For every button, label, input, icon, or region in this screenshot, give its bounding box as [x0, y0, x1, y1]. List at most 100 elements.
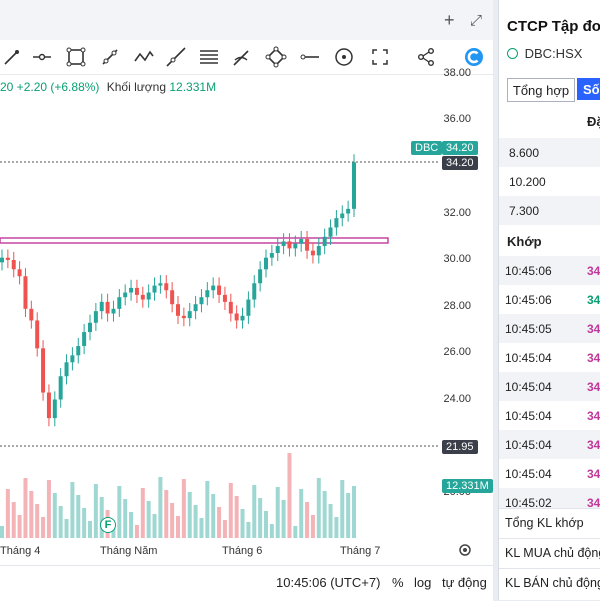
trade-price: 34 [587, 438, 600, 452]
candle-body [35, 320, 40, 349]
legend-bar: 20 +2.20 (+6.88%) Khối lượng 12.331M [0, 80, 216, 94]
trade-row: 10:45:04 34 [499, 459, 600, 488]
path-icon[interactable] [130, 43, 158, 71]
trend-line-icon[interactable] [0, 43, 28, 71]
candle-body [346, 208, 351, 214]
volume-bar [88, 521, 92, 538]
candle-body [193, 304, 198, 312]
candle-body [287, 241, 292, 249]
candle-body [99, 301, 104, 312]
chart-panel[interactable]: + ⤢ [0, 0, 493, 601]
extended-line-icon[interactable] [162, 43, 190, 71]
low-line-badge: 21.95 [442, 440, 478, 454]
candle-body [275, 246, 280, 254]
volume-bar [193, 505, 198, 538]
volume-bar [123, 499, 128, 538]
y-tick: 36.00 [443, 113, 471, 125]
fullscreen-icon[interactable] [366, 43, 394, 71]
horizontal-line-icon[interactable] [296, 43, 324, 71]
settings-gear-icon[interactable] [458, 543, 472, 562]
candle-body [305, 239, 310, 251]
candle-body [146, 292, 151, 300]
trade-time: 10:45:06 [505, 264, 552, 278]
volume-bar [258, 498, 263, 538]
volume-bar [334, 517, 339, 538]
candle-body [199, 297, 204, 305]
volume-bar [140, 488, 145, 538]
candle-body [46, 392, 51, 419]
volume-bar [293, 526, 298, 538]
symbol-badge: DBC [411, 141, 443, 155]
y-tick: 26.00 [443, 346, 471, 358]
x-tick: Tháng Năm [100, 545, 158, 557]
volume-bar [158, 477, 163, 538]
trade-time: 10:45:04 [505, 380, 552, 394]
volume-bar [170, 503, 175, 538]
volume-bar [352, 486, 356, 538]
volume-bar [199, 518, 204, 538]
trade-row: 10:45:06 34 [499, 285, 600, 314]
volume-bar [134, 525, 139, 538]
exchange-icon [507, 48, 518, 59]
trade-price: 34 [587, 293, 600, 307]
percent-toggle[interactable]: % [392, 575, 404, 590]
volume-bar [5, 489, 10, 538]
tab-numbers[interactable]: Số [577, 78, 600, 100]
log-toggle[interactable]: log [414, 575, 432, 590]
tab-summary[interactable]: Tổng hợp [507, 78, 575, 102]
rectangle-icon[interactable] [62, 43, 90, 71]
candle-body [322, 236, 327, 247]
candle-body [41, 348, 46, 393]
volume-bar [264, 511, 268, 538]
trade-time: 10:45:04 [505, 438, 552, 452]
volume-bar [58, 506, 63, 538]
drawing-toolbar [0, 40, 493, 75]
trade-row: 10:45:04 34 [499, 372, 600, 401]
expand-icon[interactable]: ⤢ [470, 12, 483, 29]
trade-row: 10:45:06 34 [499, 256, 600, 285]
horizontal-ray-icon[interactable] [28, 43, 56, 71]
volume-label: Khối lượng [106, 80, 167, 94]
ticker-row[interactable]: DBC:HSX [507, 46, 582, 61]
share-icon[interactable] [412, 43, 440, 71]
earnings-marker[interactable]: F [100, 517, 116, 533]
candle-body [164, 283, 169, 291]
volume-bar [181, 479, 186, 538]
volume-value: 12.331M [169, 80, 217, 94]
volume-bar [211, 494, 216, 538]
company-name: CTCP Tập đoà [507, 18, 600, 35]
trade-time: 10:45:05 [505, 322, 552, 336]
candle-body [123, 292, 128, 298]
volume-bar [93, 484, 98, 538]
x-tick: Tháng 4 [0, 545, 41, 557]
add-icon[interactable]: + [444, 10, 455, 30]
volume-bar [316, 478, 321, 538]
volume-bar [52, 493, 57, 538]
trade-time: 10:45:02 [505, 496, 552, 510]
volume-bar [217, 507, 222, 538]
volume-bar [299, 489, 304, 538]
volume-bar [29, 491, 34, 538]
volume-bar [322, 491, 327, 538]
trade-price: 34 [587, 322, 600, 336]
trade-price: 34 [587, 380, 600, 394]
auto-toggle[interactable]: tự động [442, 575, 487, 590]
ray-icon[interactable] [96, 43, 124, 71]
footer-total-volume: Tổng KL khớp [499, 508, 600, 537]
volume-bar [11, 502, 16, 538]
candle-body [352, 162, 356, 209]
fib-retracement-icon[interactable] [195, 43, 223, 71]
target-icon[interactable] [330, 43, 358, 71]
volume-bar [328, 504, 333, 538]
trade-time: 10:45:06 [505, 293, 552, 307]
volume-bar [269, 524, 274, 538]
trade-row: 10:45:04 34 [499, 343, 600, 372]
candle-body [134, 287, 139, 295]
candle-body [105, 301, 110, 314]
ellipse-icon[interactable] [262, 43, 290, 71]
trade-time: 10:45:04 [505, 351, 552, 365]
candle-body [252, 283, 257, 300]
brush-icon[interactable] [228, 43, 256, 71]
candle-body [140, 294, 145, 300]
volume-bar [228, 483, 233, 538]
